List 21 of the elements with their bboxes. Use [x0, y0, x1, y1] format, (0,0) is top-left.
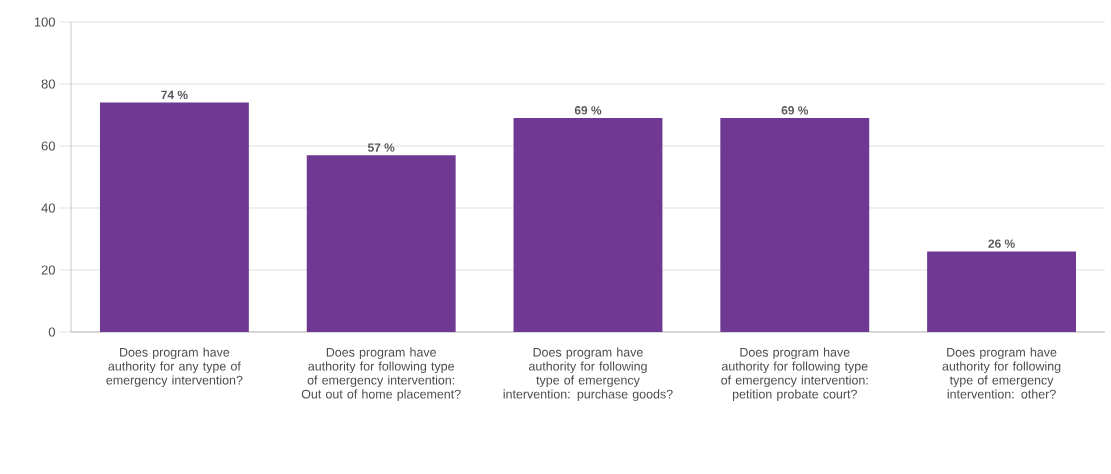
x-tick-label: Does program have authority for following type of emergency intervention: other?	[942, 347, 1061, 399]
bar	[927, 251, 1077, 332]
y-tick-label: 60	[41, 141, 55, 151]
bar	[720, 118, 870, 332]
y-tick-label: 0	[48, 327, 55, 337]
data-label: 26 %	[988, 239, 1015, 248]
x-tick-label: Does program have authority for following type of emergency intervention: Out out of home placement?	[301, 347, 461, 401]
data-label: 69 %	[781, 106, 809, 115]
data-label: 57 %	[367, 143, 395, 152]
x-tick-label: Does program have authority for any type of emergency intervention?	[106, 347, 243, 388]
y-tick-label: 20	[41, 265, 55, 275]
data-label: 74 %	[161, 90, 188, 100]
bar	[306, 155, 456, 332]
bar	[513, 118, 663, 332]
data-label: 69 %	[574, 106, 602, 115]
bar	[99, 102, 249, 332]
y-tick-label: 100	[34, 17, 55, 27]
y-tick-label: 40	[41, 203, 55, 213]
x-tick-label: Does program have authority for following type of emergency intervention: petition probate court?	[721, 347, 868, 401]
x-tick-label: Does program have authority for following type of emergency intervention: purchase goods?	[503, 347, 673, 401]
y-tick-label: 80	[41, 79, 55, 89]
